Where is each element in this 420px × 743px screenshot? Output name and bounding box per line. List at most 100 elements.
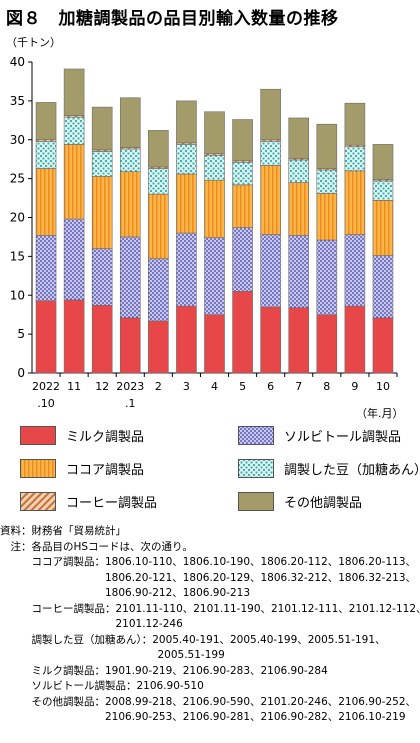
x-tick-label: 6 <box>267 380 274 393</box>
bar-segment-milk <box>176 305 197 374</box>
legend-item-bean: 調製した豆（加糖あん） <box>238 459 420 478</box>
bar-segment-bean <box>316 169 338 194</box>
note-line: ミルク調製品：1901.90-219、2106.90-283、2106.90-2… <box>0 664 328 677</box>
bar-segment-other <box>176 100 197 144</box>
legend-swatch-other <box>238 492 274 511</box>
legend-swatch-cocoa <box>20 459 56 478</box>
y-tick-label: 20 <box>10 211 25 225</box>
y-tick-label: 10 <box>10 288 25 302</box>
bar-segment-other <box>63 68 85 116</box>
bar-segment-other <box>260 88 281 141</box>
note-line: 注：各品目のHSコードは、次の通り。 <box>0 540 193 553</box>
bar-segment-cocoa <box>119 171 141 238</box>
bar-segment-cocoa <box>35 168 57 236</box>
x-tick-label: 5 <box>239 380 246 393</box>
bar-segment-bean <box>176 144 197 175</box>
legend-item-coffee: コーヒー調製品 <box>20 492 157 511</box>
y-tick-label: 5 <box>17 327 25 341</box>
legend-swatch-bean <box>238 459 274 478</box>
bar-segment-bean <box>35 141 57 169</box>
bar-segment-other <box>119 97 141 148</box>
x-tick-label: 7 <box>295 380 302 393</box>
bar-segment-milk <box>288 307 310 374</box>
note-line: 調製した豆（加糖あん）：2005.40-191、2005.40-199、2005… <box>0 633 386 646</box>
legend-label-sorbitol: ソルビトール調製品 <box>284 430 402 445</box>
x-tick-label: 2023 <box>116 380 144 393</box>
legend-item-other: その他調製品 <box>238 492 362 511</box>
legend-swatch-milk <box>20 426 56 445</box>
note-line: 2106.90-253、2106.90-281、2106.90-282、2106… <box>0 711 406 723</box>
legend-label-bean: 調製した豆（加糖あん） <box>284 463 420 478</box>
bar-segment-milk <box>316 314 338 374</box>
bar-segment-sorbitol <box>372 255 394 319</box>
legend-label-milk: ミルク調製品 <box>66 430 145 445</box>
bar-segment-other <box>232 119 253 162</box>
bar-segment-sorbitol <box>344 234 366 307</box>
bar-segment-other <box>372 144 394 180</box>
chart-notes: 資料：財務省「貿易統計」 注：各品目のHSコードは、次の通り。 ココア調製品：1… <box>0 524 420 726</box>
bar-segment-cocoa <box>204 179 225 239</box>
note-line: ソルビトール調製品：2106.90-510 <box>0 680 204 692</box>
y-tick-label: 15 <box>10 249 25 263</box>
legend-label-coffee: コーヒー調製品 <box>66 496 158 511</box>
bar-segment-cocoa <box>176 173 197 234</box>
bar-segment-cocoa <box>148 193 169 260</box>
y-tick-label: 35 <box>10 94 25 108</box>
bar-segment-milk <box>372 317 394 374</box>
legend-item-sorbitol: ソルビトール調製品 <box>238 426 401 445</box>
bar-segment-bean <box>232 161 253 186</box>
bar-segment-sorbitol <box>232 227 253 292</box>
bar-segment-bean <box>119 148 141 172</box>
bar-segment-sorbitol <box>204 237 225 315</box>
note-line: 資料：財務省「貿易統計」 <box>0 525 126 537</box>
bar-segment-bean <box>372 180 394 201</box>
bar-segment-milk <box>232 291 253 374</box>
bar-segment-bean <box>260 141 281 166</box>
x-tick-label: 3 <box>183 380 190 393</box>
bar-segment-other <box>148 130 169 168</box>
y-tick-label: 40 <box>10 55 25 69</box>
bar-segment-other <box>204 111 225 155</box>
bar-segment-sorbitol <box>63 218 85 301</box>
x-tick-sublabel: .10 <box>37 397 55 410</box>
x-tick-label: 9 <box>351 380 358 393</box>
bar-segment-bean <box>91 151 113 177</box>
x-tick-label: 8 <box>323 380 330 393</box>
bar-segment-milk <box>35 300 57 374</box>
y-tick-label: 30 <box>10 133 25 147</box>
bar-segment-milk <box>63 299 85 374</box>
bar-segment-sorbitol <box>91 248 113 306</box>
y-tick-label: 25 <box>10 172 25 186</box>
bar-segment-cocoa <box>232 184 253 228</box>
y-axis-unit-label: （千トン） <box>6 36 61 49</box>
legend-item-milk: ミルク調製品 <box>20 426 144 445</box>
x-tick-label: 2022 <box>32 380 60 393</box>
bar-segment-cocoa <box>316 193 338 241</box>
note-line: 1806.20-121、1806.20-129、1806.32-212、1806… <box>0 571 417 584</box>
bar-segment-bean <box>288 159 310 183</box>
chart-title: 図８ 加糖調製品の品目別輸入数量の推移 <box>6 9 339 29</box>
x-axis-ticks: 2022 .10 11 12 2023 .1 2 3 4 5 6 7 8 9 10 <box>32 373 398 410</box>
bar-segment-sorbitol <box>260 234 281 308</box>
bar-segment-bean <box>344 146 366 172</box>
note-line: 2101.12-246 <box>0 618 183 630</box>
bar-segment-milk <box>148 320 169 374</box>
legend-item-cocoa: ココア調製品 <box>20 459 144 478</box>
bar-segment-bean <box>148 168 169 195</box>
bar-segment-milk <box>344 305 366 374</box>
legend-label-cocoa: ココア調製品 <box>66 463 145 478</box>
chart-bars <box>35 68 394 374</box>
bar-segment-milk <box>260 306 281 374</box>
bar-segment-cocoa <box>344 170 366 235</box>
bar-segment-sorbitol <box>176 232 197 307</box>
bar-segment-milk <box>119 317 141 374</box>
bar-segment-milk <box>204 314 225 374</box>
x-tick-sublabel: .1 <box>125 397 136 410</box>
y-axis-ticks: 0 5 10 15 20 25 30 35 40 <box>10 55 32 380</box>
x-tick-label: 10 <box>376 380 390 393</box>
bar-segment-other <box>344 102 366 146</box>
note-line: コーヒー調製品：2101.11-110、2101.11-190、2101.12-… <box>0 602 420 615</box>
bar-segment-sorbitol <box>119 236 141 319</box>
stacked-bar-chart: 0 5 10 15 20 25 30 35 40 2022 .10 11 12 2023 .1 2 3 4 5 6 7… <box>10 55 398 410</box>
bar-segment-sorbitol <box>316 239 338 315</box>
